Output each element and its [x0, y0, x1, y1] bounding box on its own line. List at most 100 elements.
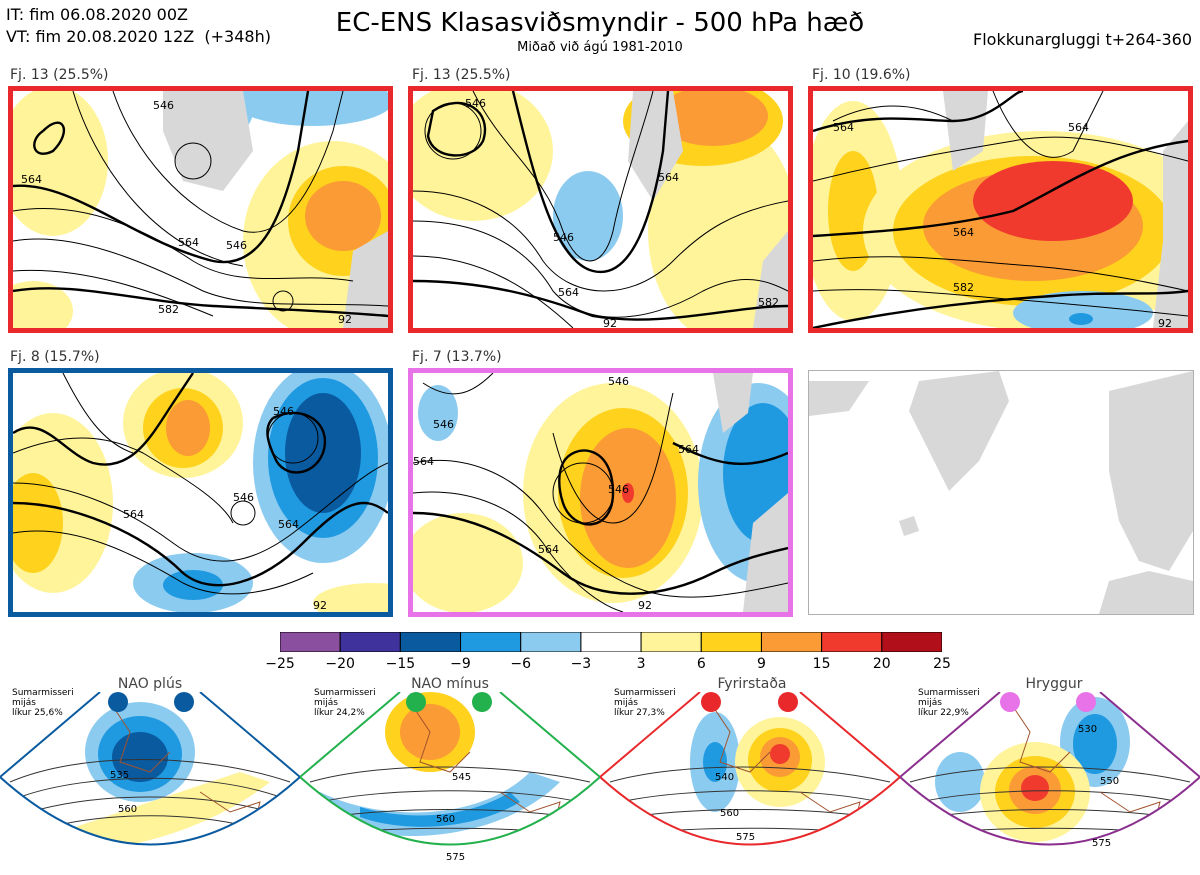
panel-3-label: Fj. 10 (19.6%) [812, 67, 911, 83]
colorbar-tick-label: −6 [510, 656, 531, 672]
contour-label: 546 [553, 231, 574, 244]
page-title: EC-ENS Klasasviðsmyndir - 500 hPa hæð [335, 8, 865, 38]
classification-window: Flokkunargluggi t+264-360 [973, 30, 1192, 49]
regime-1-dot-right [174, 692, 194, 712]
regime-4-dot-left [1000, 692, 1020, 712]
initial-time: IT: fim 06.08.2020 00Z [6, 5, 188, 24]
regime-3-dot-right [778, 692, 798, 712]
regime-1-title: NAO plús [117, 676, 183, 692]
contour-label: 564 [413, 455, 434, 468]
colorbar-swatch [640, 631, 702, 653]
contour-label: 564 [21, 173, 42, 186]
regime-3-note: Sumarmisseri mijás líkur 27,3% [614, 688, 676, 718]
regime-3-dot-left [701, 692, 721, 712]
colorbar-swatch [399, 631, 462, 653]
regime-map-ridge: 530 550 575 [899, 691, 1200, 871]
contour-label: 575 [736, 832, 755, 843]
contour-label: 540 [715, 772, 734, 783]
colorbar-swatch [279, 631, 341, 653]
contour-label: 564 [833, 121, 854, 134]
colorbar-swatch [700, 631, 762, 653]
colorbar-swatch [460, 631, 522, 653]
contour-label: 582 [953, 281, 974, 294]
valid-time: VT: fim 20.08.2020 12Z (+348h) [6, 27, 271, 46]
contour-label: 546 [153, 99, 174, 112]
contour-label: 546 [608, 483, 629, 496]
contour-label: 545 [452, 772, 471, 783]
contour-label: 564 [178, 236, 199, 249]
contour-label: 92 [1158, 317, 1172, 328]
panel-4-label: Fj. 8 (15.7%) [10, 349, 100, 365]
colorbar-swatch [339, 631, 401, 653]
contour-label: 564 [278, 518, 299, 531]
panel-5-label: Fj. 7 (13.7%) [412, 349, 502, 365]
colorbar-tick-label: −15 [385, 656, 416, 672]
contour-label: 550 [1100, 776, 1119, 787]
colorbar-tick-label: 6 [696, 656, 706, 672]
regime-4-note: Sumarmisseri mijás líkur 22,9% [918, 688, 980, 718]
contour-label: 575 [1092, 838, 1111, 849]
page-subtitle: Miðað við ágú 1981-2010 [517, 40, 683, 55]
regime-2-title: NAO mínus [411, 676, 489, 692]
empty-map-panel [808, 370, 1194, 615]
contour-label: 582 [758, 296, 779, 309]
cluster-map-2: 546 564 546 564 582 92 [408, 86, 793, 333]
contour-label: 564 [678, 443, 699, 456]
contour-label: 564 [538, 543, 559, 556]
contour-label: 546 [465, 97, 486, 110]
contour-label: 575 [446, 852, 465, 863]
colorbar-tick-label: −9 [450, 656, 471, 672]
colorbar-swatch [881, 631, 943, 653]
contour-label: 546 [273, 405, 294, 418]
contour-label: 546 [233, 491, 254, 504]
contour-label: 560 [436, 814, 455, 825]
cluster-map-1: 564 546 564 582 546 92 [8, 86, 393, 333]
colorbar-tick-label: −3 [570, 656, 592, 672]
regime-2-dot-right [472, 692, 492, 712]
contour-label: 546 [433, 418, 454, 431]
panel-1-label: Fj. 13 (25.5%) [10, 67, 109, 83]
cluster-map-4: 546 546 564 564 92 [8, 368, 393, 617]
colorbar-tick-label: 15 [812, 656, 831, 672]
contour-label: 564 [658, 171, 679, 184]
colorbar-swatch [821, 631, 883, 653]
contour-label: 582 [158, 303, 179, 316]
colorbar-tick-label: −25 [265, 656, 295, 672]
regime-4-title: Hryggur [1025, 676, 1083, 692]
panel-2-label: Fj. 13 (25.5%) [412, 67, 511, 83]
contour-label: 564 [558, 286, 579, 299]
regime-map-nao-minus: 545 560 575 [299, 691, 601, 871]
regime-1-note: Sumarmisseri mijás líkur 25,6% [12, 688, 74, 718]
contour-label: 546 [608, 375, 629, 388]
colorbar-tick-label: 25 [933, 656, 951, 672]
header-times: IT: fim 06.08.2020 00Z VT: fim 20.08.202… [6, 4, 271, 48]
regime-map-nao-plus: 535 560 [0, 691, 301, 871]
contour-label: 92 [338, 313, 352, 326]
colorbar-tick-label: 20 [872, 656, 891, 672]
colorbar-tick-label: 3 [636, 656, 646, 672]
regime-2-dot-left [406, 692, 426, 712]
colorbar-tick-label: −20 [325, 656, 355, 672]
cluster-map-5: 546 546 564 546 564 564 92 [408, 368, 793, 617]
colorbar-labels: −25 −20 −15 −9 −6 −3 3 6 9 15 20 25 [0, 656, 1200, 676]
contour-label: 92 [638, 599, 652, 612]
colorbar-tick-label: 9 [757, 656, 766, 672]
contour-label: 564 [1068, 121, 1089, 134]
colorbar [279, 631, 943, 653]
regime-2-note: Sumarmisseri mijás líkur 24,2% [314, 688, 376, 718]
colorbar-swatch [520, 631, 582, 653]
regime-3-title: Fyrirstaða [717, 676, 787, 692]
contour-label: 535 [110, 770, 129, 781]
contour-label: 560 [118, 804, 137, 815]
contour-label: 530 [1078, 724, 1097, 735]
contour-label: 564 [123, 508, 144, 521]
colorbar-swatch [580, 631, 642, 653]
contour-label: 546 [226, 239, 247, 252]
colorbar-swatch [760, 631, 823, 653]
regime-map-blocking: 540 560 575 [599, 691, 901, 871]
contour-label: 92 [603, 317, 617, 328]
cluster-map-3: 564 564 564 582 92 [808, 86, 1193, 333]
contour-label: 92 [313, 599, 327, 612]
regime-1-dot-left [108, 692, 128, 712]
contour-label: 564 [953, 226, 974, 239]
